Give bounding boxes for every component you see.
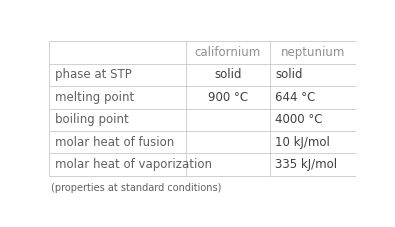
Text: molar heat of fusion: molar heat of fusion <box>55 136 174 149</box>
Text: (properties at standard conditions): (properties at standard conditions) <box>51 183 221 193</box>
Text: neptunium: neptunium <box>280 46 345 59</box>
Text: 900 °C: 900 °C <box>208 91 248 104</box>
Text: phase at STP: phase at STP <box>55 68 132 81</box>
Text: 335 kJ/mol: 335 kJ/mol <box>275 158 337 171</box>
Text: melting point: melting point <box>55 91 134 104</box>
Text: californium: californium <box>195 46 261 59</box>
Text: solid: solid <box>275 68 303 81</box>
Text: 10 kJ/mol: 10 kJ/mol <box>275 136 330 149</box>
Text: 4000 °C: 4000 °C <box>275 113 323 126</box>
Text: 644 °C: 644 °C <box>275 91 316 104</box>
Text: boiling point: boiling point <box>55 113 129 126</box>
Text: solid: solid <box>214 68 241 81</box>
Text: molar heat of vaporization: molar heat of vaporization <box>55 158 212 171</box>
